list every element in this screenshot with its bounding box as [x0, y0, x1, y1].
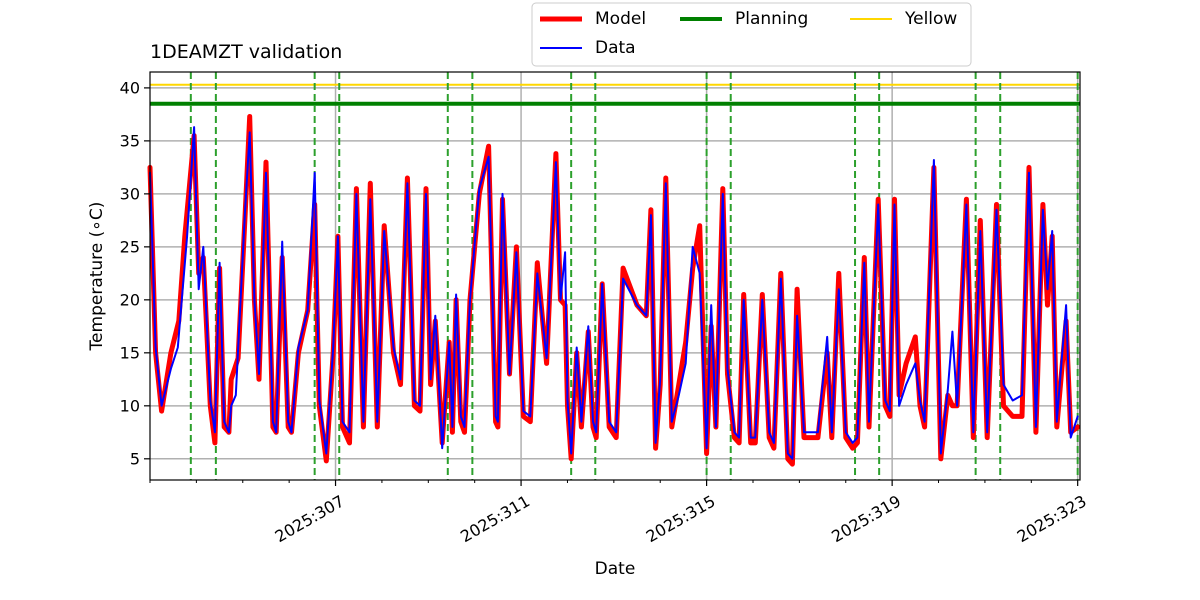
y-tick-label-3: 20	[120, 290, 140, 309]
y-tick-label-5: 30	[120, 184, 140, 203]
y-tick-label-0: 5	[130, 449, 140, 468]
legend-label-planning: Planning	[735, 9, 808, 29]
y-tick-label-6: 35	[120, 131, 140, 150]
y-tick-label-1: 10	[120, 396, 140, 415]
y-tick-label-7: 40	[120, 78, 140, 97]
plot-area	[147, 71, 1081, 481]
plot-frame	[149, 71, 1081, 481]
series-line-data	[149, 126, 1079, 460]
limit-lines	[150, 83, 1080, 106]
legend-label-yellow: Yellow	[904, 9, 957, 29]
legend-label-model: Model	[595, 9, 646, 29]
series-lines	[147, 114, 1081, 467]
x-axis-label: Date	[595, 559, 636, 579]
legend: Model Data Planning Yellow	[531, 2, 972, 67]
y-tick-label-2: 15	[120, 343, 140, 362]
y-axis-label: Temperature (∘C)	[87, 202, 107, 352]
chart-title: 1DEAMZT validation	[150, 41, 342, 63]
legend-label-data: Data	[595, 38, 636, 58]
y-tick-label-4: 25	[120, 237, 140, 256]
y-axis: 5 10 15 20 25 30 35 40	[120, 78, 150, 468]
